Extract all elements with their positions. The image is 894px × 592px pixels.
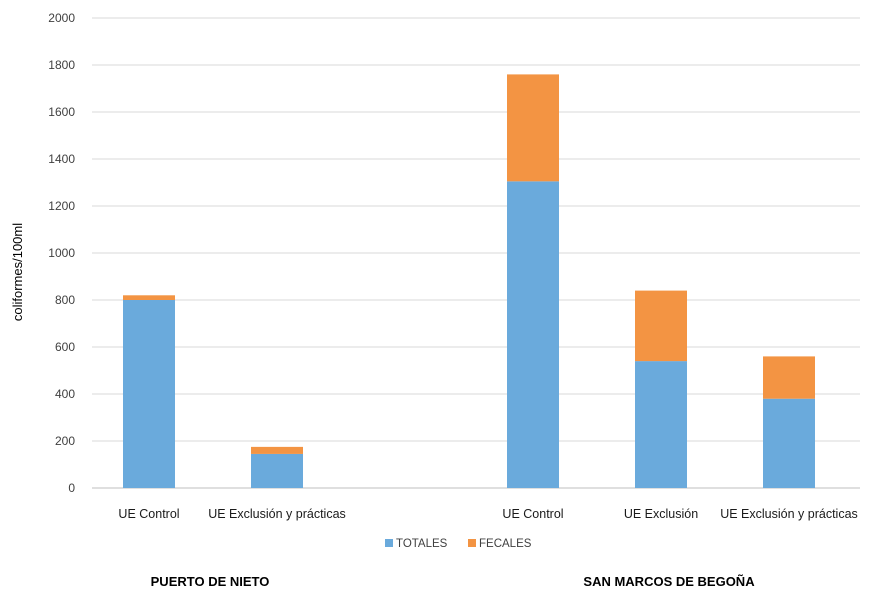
y-tick-label: 600 [55, 340, 75, 354]
bar-totales [123, 300, 175, 488]
y-axis-label: coliformes/100ml [10, 223, 25, 321]
y-tick-label: 800 [55, 293, 75, 307]
x-axis-categories: UE Control UE Exclusión y prácticas UE Con… [118, 507, 857, 521]
bar-fecales [123, 295, 175, 300]
x-category-label: UE Exclusión [624, 507, 698, 521]
group-label: SAN MARCOS DE BEGOÑA [583, 574, 755, 589]
y-tick-label: 400 [55, 387, 75, 401]
x-category-label: UE Exclusión y prácticas [720, 507, 858, 521]
bar-fecales [251, 446, 303, 454]
x-category-label: UE Control [502, 507, 563, 521]
group-label: PUERTO DE NIETO [151, 574, 270, 589]
bar-totales [635, 361, 687, 488]
y-tick-label: 1200 [48, 199, 75, 213]
legend-label: TOTALES [396, 538, 448, 550]
legend-swatch [468, 539, 476, 547]
y-tick-label: 2000 [48, 11, 75, 25]
bar-fecales [507, 74, 559, 182]
y-tick-label: 200 [55, 434, 75, 448]
y-axis-ticks: 0 200 400 600 800 1000 1200 1400 1600 1800 2000 [48, 11, 75, 495]
y-tick-label: 1000 [48, 246, 75, 260]
bar-totales [251, 453, 303, 488]
y-tick-label: 0 [68, 481, 75, 495]
bars [123, 74, 815, 488]
gridlines [92, 17, 860, 489]
x-category-label: UE Control [118, 507, 179, 521]
bar-fecales [635, 290, 687, 362]
bar-totales [507, 181, 559, 488]
group-labels: PUERTO DE NIETO SAN MARCOS DE BEGOÑA [151, 574, 756, 589]
legend: TOTALES FECALES [385, 538, 532, 550]
y-tick-label: 1400 [48, 152, 75, 166]
x-category-label: UE Exclusión y prácticas [208, 507, 346, 521]
legend-label: FECALES [479, 538, 532, 550]
legend-swatch [385, 539, 393, 547]
y-tick-label: 1600 [48, 105, 75, 119]
bar-totales [763, 398, 815, 488]
y-tick-label: 1800 [48, 58, 75, 72]
bar-fecales [763, 356, 815, 399]
